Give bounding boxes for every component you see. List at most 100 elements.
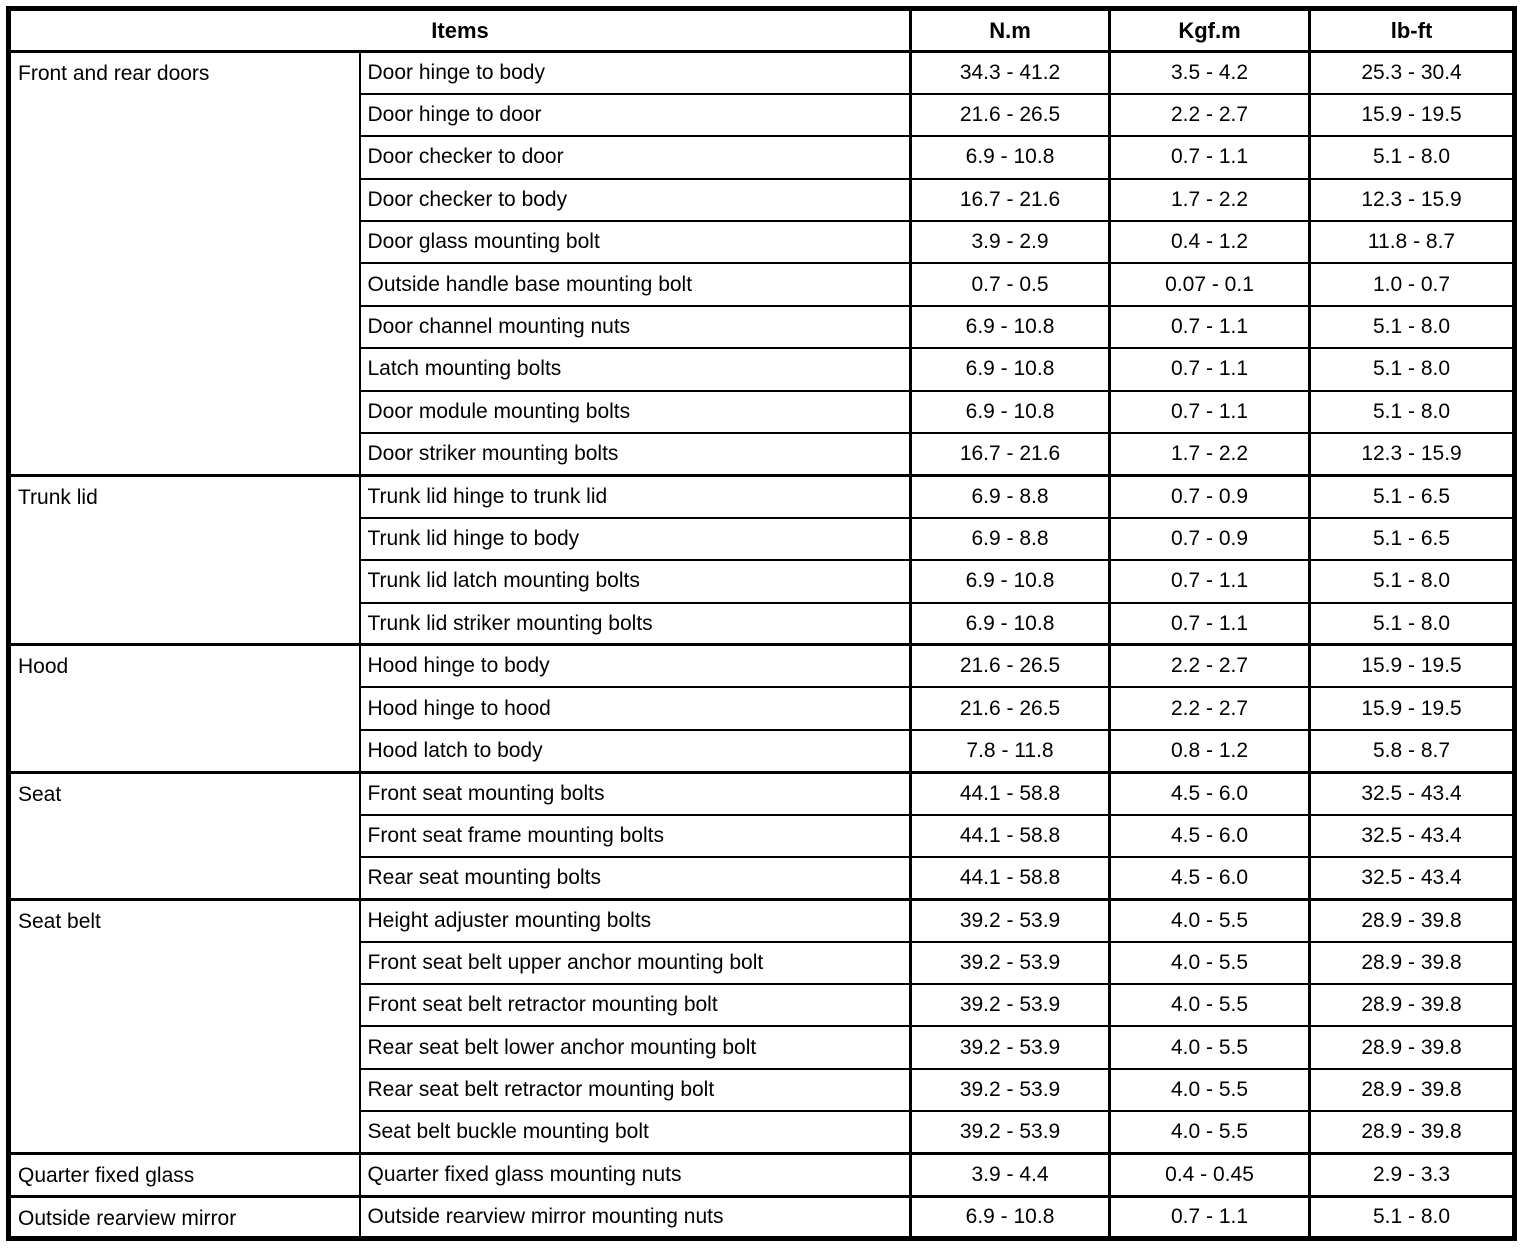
table-row: Trunk lid striker mounting bolts 6.9 - 1… xyxy=(9,601,1516,646)
item-cell: Rear seat belt retractor mounting bolt xyxy=(358,1067,912,1113)
item-cell: Rear seat mounting bolts xyxy=(358,855,912,901)
table-row: Front seat belt retractor mounting bolt … xyxy=(9,983,1516,1028)
value-cell-kgfm: 4.0 - 5.5 xyxy=(1108,1067,1311,1113)
value-cell-lbft: 28.9 - 39.8 xyxy=(1308,1067,1516,1113)
table-row: Quarter fixed glass Quarter fixed glass … xyxy=(7,1152,1516,1198)
value-cell-kgfm: 1.7 - 2.2 xyxy=(1108,177,1311,223)
value-cell-lbft: 5.1 - 8.0 xyxy=(1308,347,1516,392)
value-cell-nm: 6.9 - 10.8 xyxy=(909,347,1111,392)
item-cell: Door striker mounting bolts xyxy=(358,432,912,477)
column-header-kgfm: Kgf.m xyxy=(1108,7,1311,53)
value-cell-kgfm: 2.2 - 2.7 xyxy=(1108,92,1311,138)
value-cell-lbft: 1.0 - 0.7 xyxy=(1308,262,1516,307)
value-cell-lbft: 28.9 - 39.8 xyxy=(1308,1110,1516,1155)
table-row: Seat belt buckle mounting bolt 39.2 - 53… xyxy=(9,1110,1516,1155)
category-cell-trunk-lid: Trunk lid xyxy=(7,473,361,646)
value-cell-nm: 39.2 - 53.9 xyxy=(909,897,1111,943)
value-cell-kgfm: 0.7 - 1.1 xyxy=(1108,389,1311,435)
table-row: Door striker mounting bolts 16.7 - 21.6 … xyxy=(9,432,1516,477)
value-cell-kgfm: 0.8 - 1.2 xyxy=(1108,728,1311,774)
value-cell-nm: 39.2 - 53.9 xyxy=(909,1110,1111,1155)
table-row: Outside handle base mounting bolt 0.7 - … xyxy=(9,262,1516,307)
value-cell-lbft: 2.9 - 3.3 xyxy=(1308,1152,1516,1198)
item-cell: Trunk lid latch mounting bolts xyxy=(358,559,912,604)
table-row: Door hinge to door 21.6 - 26.5 2.2 - 2.7… xyxy=(9,92,1516,138)
value-cell-lbft: 32.5 - 43.4 xyxy=(1308,813,1516,858)
category-cell-outside-rearview-mirror: Outside rearview mirror xyxy=(7,1194,361,1240)
value-cell-lbft: 5.8 - 8.7 xyxy=(1308,728,1516,774)
value-cell-lbft: 5.1 - 6.5 xyxy=(1308,473,1516,519)
value-cell-kgfm: 0.07 - 0.1 xyxy=(1108,262,1311,307)
value-cell-kgfm: 4.5 - 6.0 xyxy=(1108,770,1311,816)
value-cell-nm: 6.9 - 8.8 xyxy=(909,473,1111,519)
value-cell-nm: 21.6 - 26.5 xyxy=(909,686,1111,731)
value-cell-lbft: 28.9 - 39.8 xyxy=(1308,983,1516,1028)
table-row: Trunk lid latch mounting bolts 6.9 - 10.… xyxy=(9,559,1516,604)
item-cell: Trunk lid hinge to body xyxy=(358,516,912,562)
value-cell-kgfm: 0.4 - 1.2 xyxy=(1108,220,1311,265)
value-cell-lbft: 11.8 - 8.7 xyxy=(1308,220,1516,265)
column-header-items: Items xyxy=(7,7,912,53)
value-cell-lbft: 5.1 - 8.0 xyxy=(1308,304,1516,350)
table-row: Hood Hood hinge to body 21.6 - 26.5 2.2 … xyxy=(7,643,1516,774)
value-cell-lbft: 12.3 - 15.9 xyxy=(1308,432,1516,477)
table-row: Rear seat belt retractor mounting bolt 3… xyxy=(9,1067,1516,1113)
value-cell-kgfm: 4.5 - 6.0 xyxy=(1108,855,1311,901)
value-cell-nm: 6.9 - 10.8 xyxy=(909,559,1111,604)
category-cell-front-rear-doors: Front and rear doors xyxy=(7,50,361,477)
value-cell-nm: 39.2 - 53.9 xyxy=(909,983,1111,1028)
value-cell-lbft: 5.1 - 8.0 xyxy=(1308,1194,1516,1240)
value-cell-lbft: 12.3 - 15.9 xyxy=(1308,177,1516,223)
value-cell-lbft: 28.9 - 39.8 xyxy=(1308,940,1516,986)
item-cell: Front seat mounting bolts xyxy=(358,770,912,816)
item-cell: Door glass mounting bolt xyxy=(358,220,912,265)
value-cell-nm: 6.9 - 8.8 xyxy=(909,516,1111,562)
table-row: Door module mounting bolts 6.9 - 10.8 0.… xyxy=(9,389,1516,435)
table-row: Latch mounting bolts 6.9 - 10.8 0.7 - 1.… xyxy=(9,347,1516,392)
value-cell-nm: 3.9 - 2.9 xyxy=(909,220,1111,265)
table-row: Door checker to body 16.7 - 21.6 1.7 - 2… xyxy=(9,177,1516,223)
table-row: Door checker to door 6.9 - 10.8 0.7 - 1.… xyxy=(9,135,1516,180)
value-cell-nm: 44.1 - 58.8 xyxy=(909,770,1111,816)
value-cell-lbft: 5.1 - 8.0 xyxy=(1308,559,1516,604)
value-cell-kgfm: 0.7 - 0.9 xyxy=(1108,516,1311,562)
value-cell-kgfm: 0.4 - 0.45 xyxy=(1108,1152,1311,1198)
item-cell: Front seat frame mounting bolts xyxy=(358,813,912,858)
value-cell-nm: 6.9 - 10.8 xyxy=(909,1194,1111,1240)
value-cell-kgfm: 4.5 - 6.0 xyxy=(1108,813,1311,858)
value-cell-lbft: 28.9 - 39.8 xyxy=(1308,897,1516,943)
item-cell: Outside rearview mirror mounting nuts xyxy=(358,1194,912,1240)
table-header-row: Items N.m Kgf.m lb-ft xyxy=(7,7,1516,53)
value-cell-lbft: 15.9 - 19.5 xyxy=(1308,92,1516,138)
value-cell-kgfm: 0.7 - 1.1 xyxy=(1108,559,1311,604)
value-cell-nm: 7.8 - 11.8 xyxy=(909,728,1111,774)
table-row: Seat belt Height adjuster mounting bolts… xyxy=(7,897,1516,1155)
item-cell: Seat belt buckle mounting bolt xyxy=(358,1110,912,1155)
value-cell-nm: 6.9 - 10.8 xyxy=(909,135,1111,180)
value-cell-kgfm: 1.7 - 2.2 xyxy=(1108,432,1311,477)
item-cell: Door checker to body xyxy=(358,177,912,223)
value-cell-kgfm: 3.5 - 4.2 xyxy=(1108,49,1311,95)
value-cell-nm: 6.9 - 10.8 xyxy=(909,389,1111,435)
table-row: Hood hinge to hood 21.6 - 26.5 2.2 - 2.7… xyxy=(9,686,1516,731)
table-row: Seat Front seat mounting bolts 44.1 - 58… xyxy=(7,770,1516,901)
value-cell-nm: 0.7 - 0.5 xyxy=(909,262,1111,307)
column-header-lbft: lb-ft xyxy=(1308,7,1516,53)
item-cell: Hood hinge to body xyxy=(358,643,912,689)
value-cell-lbft: 5.1 - 8.0 xyxy=(1308,389,1516,435)
value-cell-lbft: 5.1 - 8.0 xyxy=(1308,135,1516,180)
value-cell-nm: 39.2 - 53.9 xyxy=(909,1025,1111,1070)
value-cell-kgfm: 0.7 - 1.1 xyxy=(1108,601,1311,646)
item-cell: Trunk lid striker mounting bolts xyxy=(358,601,912,646)
table-row: Front and rear doors Door hinge to body … xyxy=(7,49,1516,477)
value-cell-lbft: 5.1 - 8.0 xyxy=(1308,601,1516,646)
item-cell: Height adjuster mounting bolts xyxy=(358,897,912,943)
item-cell: Rear seat belt lower anchor mounting bol… xyxy=(358,1025,912,1070)
value-cell-lbft: 15.9 - 19.5 xyxy=(1308,643,1516,689)
item-cell: Door module mounting bolts xyxy=(358,389,912,435)
value-cell-lbft: 25.3 - 30.4 xyxy=(1308,49,1516,95)
item-cell: Front seat belt retractor mounting bolt xyxy=(358,983,912,1028)
value-cell-nm: 39.2 - 53.9 xyxy=(909,940,1111,986)
value-cell-kgfm: 0.7 - 1.1 xyxy=(1108,304,1311,350)
value-cell-kgfm: 0.7 - 1.1 xyxy=(1108,347,1311,392)
